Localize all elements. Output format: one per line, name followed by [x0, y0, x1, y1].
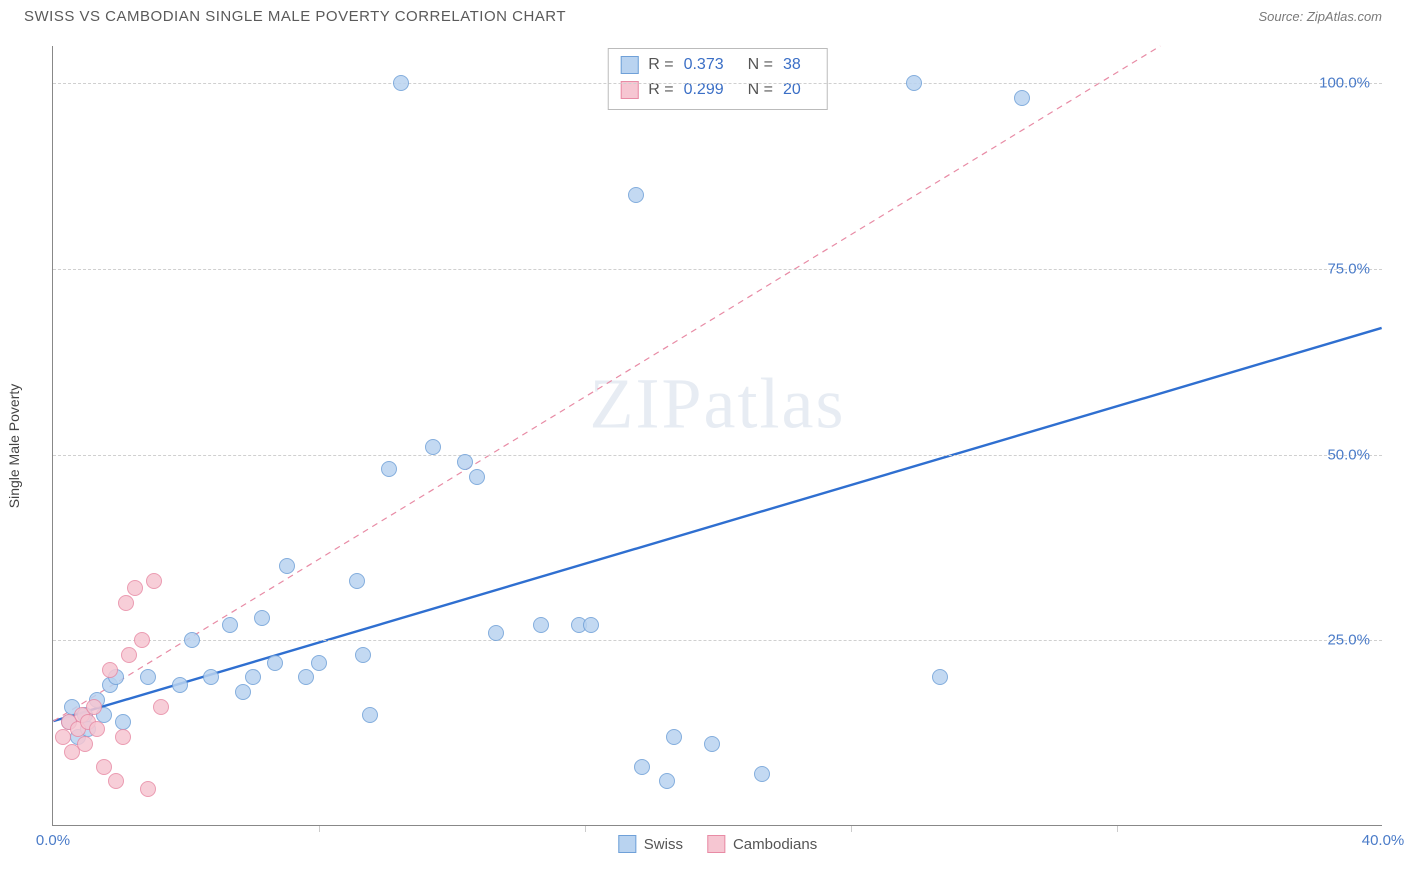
- scatter-point-cambodians: [140, 781, 156, 797]
- scatter-point-swiss: [1014, 90, 1030, 106]
- gridline-horizontal: [53, 640, 1382, 641]
- scatter-point-swiss: [140, 669, 156, 685]
- scatter-point-cambodians: [118, 595, 134, 611]
- scatter-point-swiss: [267, 655, 283, 671]
- stat-n-value: 38: [783, 53, 801, 78]
- scatter-point-cambodians: [134, 632, 150, 648]
- stat-r-value: 0.373: [684, 53, 724, 78]
- scatter-point-cambodians: [121, 647, 137, 663]
- scatter-point-swiss: [666, 729, 682, 745]
- scatter-point-swiss: [381, 461, 397, 477]
- scatter-point-swiss: [457, 454, 473, 470]
- stat-n-label: N =: [748, 78, 773, 103]
- stats-legend-box: R = 0.373 N = 38 R = 0.299 N = 20: [607, 48, 828, 110]
- gridline-horizontal: [53, 269, 1382, 270]
- scatter-point-swiss: [298, 669, 314, 685]
- x-minor-tick: [585, 826, 586, 832]
- scatter-point-cambodians: [127, 580, 143, 596]
- scatter-point-cambodians: [146, 573, 162, 589]
- scatter-point-swiss: [704, 736, 720, 752]
- x-tick-label: 40.0%: [1362, 832, 1405, 849]
- scatter-point-swiss: [184, 632, 200, 648]
- scatter-point-swiss: [628, 187, 644, 203]
- scatter-point-swiss: [906, 75, 922, 91]
- chart-title: SWISS VS CAMBODIAN SINGLE MALE POVERTY C…: [24, 8, 566, 25]
- header-row: SWISS VS CAMBODIAN SINGLE MALE POVERTY C…: [0, 0, 1406, 29]
- scatter-point-swiss: [235, 684, 251, 700]
- scatter-point-swiss: [222, 617, 238, 633]
- plot-area: ZIPatlas R =0.373N =38R =0.299N =20 Swis…: [52, 46, 1382, 826]
- scatter-point-cambodians: [55, 729, 71, 745]
- scatter-point-swiss: [355, 647, 371, 663]
- gridline-horizontal: [53, 455, 1382, 456]
- scatter-point-cambodians: [115, 729, 131, 745]
- scatter-point-swiss: [203, 669, 219, 685]
- legend-swatch: [618, 835, 636, 853]
- series-swatch: [620, 56, 638, 74]
- scatter-point-cambodians: [86, 699, 102, 715]
- stat-r-label: R =: [648, 53, 673, 78]
- stats-row: R = 0.373 N = 38: [620, 53, 815, 78]
- scatter-point-swiss: [533, 617, 549, 633]
- y-tick-label: 75.0%: [1327, 260, 1370, 277]
- scatter-point-swiss: [245, 669, 261, 685]
- y-tick-label: 50.0%: [1327, 446, 1370, 463]
- x-minor-tick: [1117, 826, 1118, 832]
- scatter-point-swiss: [349, 573, 365, 589]
- scatter-point-cambodians: [77, 736, 93, 752]
- scatter-point-swiss: [115, 714, 131, 730]
- scatter-point-cambodians: [108, 773, 124, 789]
- x-minor-tick: [851, 826, 852, 832]
- legend-label: Swiss: [644, 836, 683, 853]
- y-tick-label: 100.0%: [1319, 75, 1370, 92]
- scatter-point-swiss: [659, 773, 675, 789]
- scatter-point-swiss: [488, 625, 504, 641]
- scatter-point-swiss: [362, 707, 378, 723]
- trend-line-swiss: [53, 328, 1381, 721]
- legend-item: Swiss: [618, 835, 683, 853]
- y-tick-label: 25.0%: [1327, 632, 1370, 649]
- scatter-point-swiss: [279, 558, 295, 574]
- scatter-point-swiss: [634, 759, 650, 775]
- scatter-point-cambodians: [102, 662, 118, 678]
- chart-container: SWISS VS CAMBODIAN SINGLE MALE POVERTY C…: [0, 0, 1406, 892]
- legend-label: Cambodians: [733, 836, 817, 853]
- scatter-point-cambodians: [96, 759, 112, 775]
- scatter-point-swiss: [425, 439, 441, 455]
- stat-r-value: 0.299: [684, 78, 724, 103]
- scatter-point-swiss: [172, 677, 188, 693]
- source-attribution: Source: ZipAtlas.com: [1258, 9, 1382, 24]
- scatter-point-swiss: [469, 469, 485, 485]
- stat-n-value: 20: [783, 78, 801, 103]
- scatter-point-swiss: [583, 617, 599, 633]
- scatter-point-swiss: [254, 610, 270, 626]
- scatter-point-swiss: [311, 655, 327, 671]
- legend-item: Cambodians: [707, 835, 817, 853]
- gridline-horizontal: [53, 83, 1382, 84]
- scatter-point-swiss: [393, 75, 409, 91]
- stats-row: R = 0.299 N = 20: [620, 78, 815, 103]
- y-axis-title: Single Male Poverty: [6, 384, 22, 509]
- scatter-point-swiss: [754, 766, 770, 782]
- stat-r-label: R =: [648, 78, 673, 103]
- series-legend: Swiss Cambodians: [618, 835, 817, 853]
- trend-lines-svg: [53, 46, 1382, 825]
- stat-n-label: N =: [748, 53, 773, 78]
- trend-line-cambodians: [53, 46, 1160, 721]
- legend-swatch: [707, 835, 725, 853]
- scatter-point-cambodians: [89, 721, 105, 737]
- x-minor-tick: [319, 826, 320, 832]
- x-tick-label: 0.0%: [36, 832, 70, 849]
- scatter-point-cambodians: [153, 699, 169, 715]
- scatter-point-swiss: [932, 669, 948, 685]
